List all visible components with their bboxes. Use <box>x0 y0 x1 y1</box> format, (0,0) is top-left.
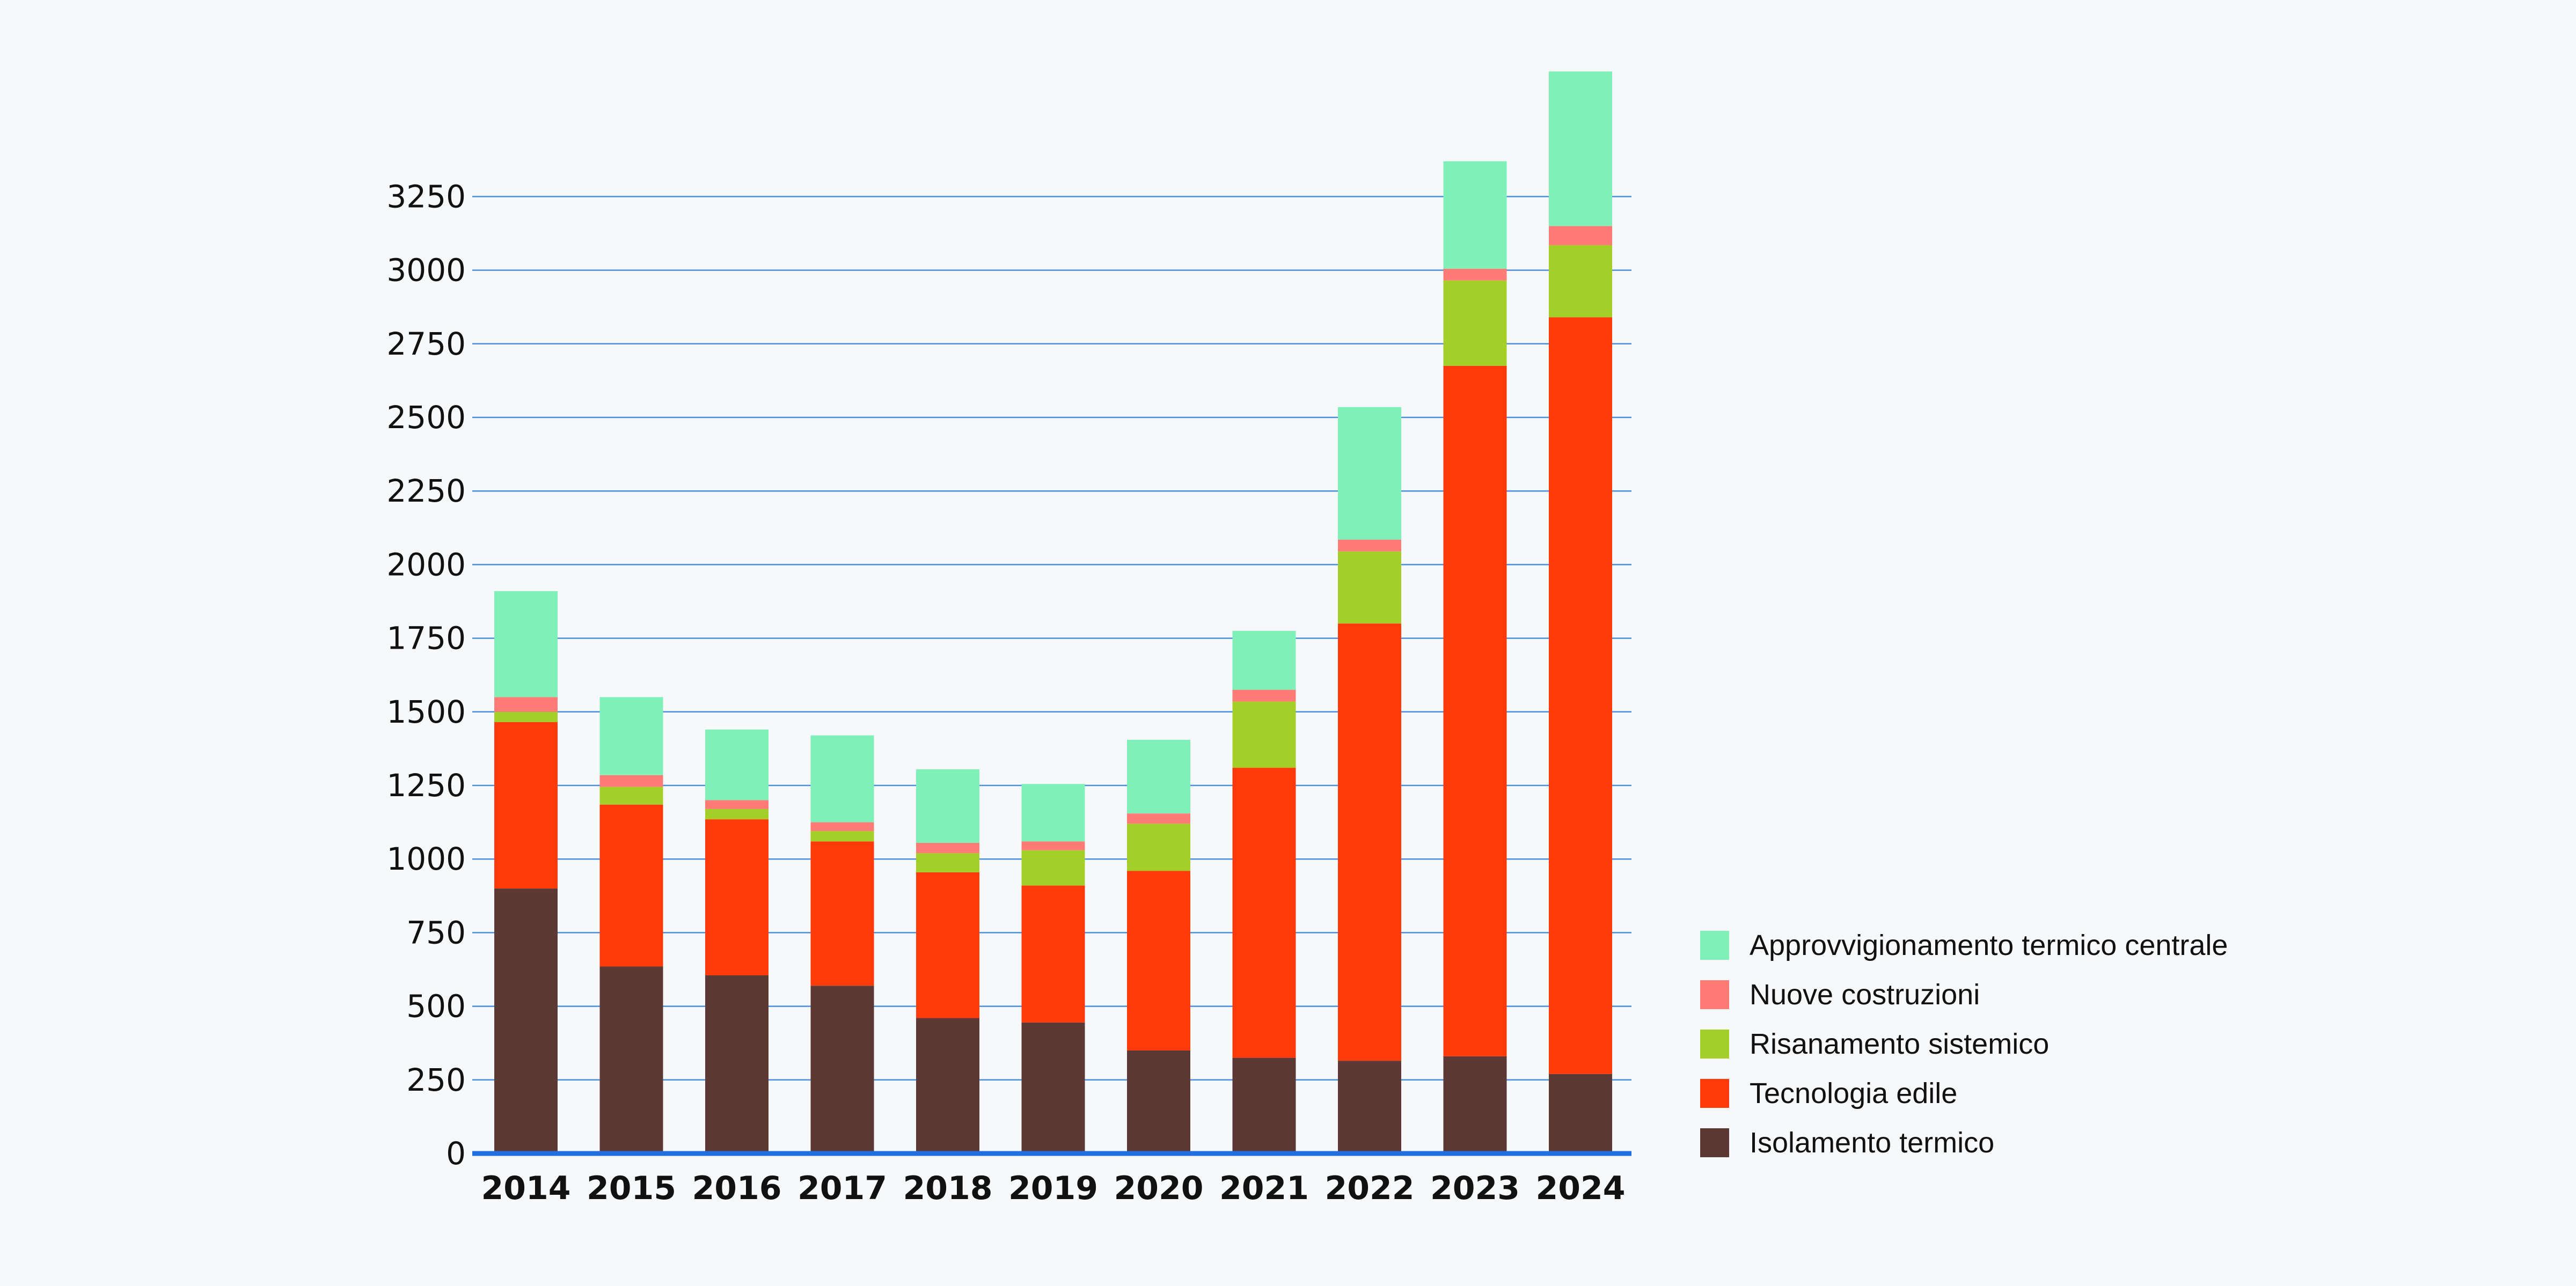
bar-segment <box>599 787 663 805</box>
bar-segment <box>916 843 979 854</box>
bar-segment <box>1232 768 1296 1058</box>
bar-segment <box>494 591 558 697</box>
bar-segment <box>1021 1022 1085 1153</box>
bar-segment <box>1443 268 1507 281</box>
bar-segment <box>494 711 558 723</box>
bar-segment <box>1021 784 1085 842</box>
bar-segment <box>1443 280 1507 366</box>
bar-segment <box>494 697 558 712</box>
x-tick-label: 2018 <box>903 1170 993 1207</box>
y-tick-label: 3250 <box>386 178 466 215</box>
bar-segment <box>1443 365 1507 1056</box>
x-tick-label: 2014 <box>481 1170 571 1207</box>
bar-segment <box>1127 813 1190 824</box>
bar-segment <box>1338 407 1401 540</box>
legend-swatch <box>1700 931 1729 960</box>
bar-segment <box>1232 1057 1296 1153</box>
legend-label: Risanamento sistemico <box>1750 1028 2049 1060</box>
bar-segment <box>916 853 979 872</box>
x-tick-label: 2024 <box>1536 1170 1626 1207</box>
x-tick-label: 2019 <box>1008 1170 1098 1207</box>
y-tick-label: 2250 <box>386 473 466 509</box>
bar-segment <box>810 822 874 832</box>
x-tick-label: 2017 <box>797 1170 887 1207</box>
bar-segment <box>1338 623 1401 1061</box>
bar-segment <box>705 800 769 809</box>
y-tick-label: 3000 <box>386 252 466 289</box>
legend-swatch <box>1700 980 1729 1009</box>
bar-segment <box>916 872 979 1018</box>
y-tick-label: 1250 <box>386 767 466 804</box>
bar-segment <box>1443 161 1507 269</box>
y-tick-label: 0 <box>446 1135 466 1172</box>
bar-segment <box>1443 1056 1507 1153</box>
bars <box>494 71 1612 1153</box>
y-tick-label: 2750 <box>386 326 466 362</box>
bar-segment <box>599 775 663 787</box>
bar-segment <box>705 975 769 1153</box>
bar-segment <box>1021 850 1085 886</box>
bar-segment <box>1338 1061 1401 1153</box>
legend-label: Approvvigionamento termico centrale <box>1750 929 2228 961</box>
bar-segment <box>1549 245 1612 318</box>
bar-segment <box>599 697 663 775</box>
y-axis-ticks: 0 250 500 750 1000 1250 1500 1750 2000 2250 2500 27… <box>386 178 466 1172</box>
bar-segment <box>916 769 979 843</box>
bar-segment <box>1549 226 1612 245</box>
bar-segment <box>810 841 874 986</box>
y-tick-label: 2000 <box>386 546 466 583</box>
bar-segment <box>599 966 663 1153</box>
x-tick-label: 2023 <box>1430 1170 1520 1207</box>
x-tick-label: 2022 <box>1325 1170 1415 1207</box>
y-tick-label: 250 <box>406 1062 466 1098</box>
x-axis-ticks: 2014 2015 2016 2017 2018 2019 2020 2021 2022 2023… <box>481 1170 1626 1207</box>
legend-swatch <box>1700 1079 1729 1108</box>
bar-segment <box>705 809 769 820</box>
x-tick-label: 2020 <box>1114 1170 1204 1207</box>
bar-segment <box>810 986 874 1153</box>
x-tick-label: 2021 <box>1219 1170 1309 1207</box>
bar-segment <box>705 819 769 975</box>
bar-segment <box>1338 551 1401 624</box>
y-tick-label: 1500 <box>386 694 466 730</box>
bar-segment <box>1549 1074 1612 1153</box>
y-tick-label: 2500 <box>386 399 466 436</box>
bar-segment <box>1232 701 1296 768</box>
bar-segment <box>916 1018 979 1153</box>
y-tick-label: 1750 <box>386 620 466 657</box>
legend-swatch <box>1700 1030 1729 1059</box>
bar-segment <box>1338 539 1401 552</box>
bar-segment <box>494 888 558 1153</box>
bar-segment <box>1127 739 1190 814</box>
y-tick-label: 750 <box>406 914 466 951</box>
bar-segment <box>1021 841 1085 850</box>
legend-label: Isolamento termico <box>1750 1127 1994 1159</box>
bar-segment <box>810 831 874 842</box>
bar-segment <box>1232 689 1296 702</box>
legend-label: Tecnologia edile <box>1750 1077 1957 1109</box>
legend-swatch <box>1700 1128 1729 1157</box>
bar-segment <box>1232 630 1296 690</box>
bar-segment <box>1549 71 1612 226</box>
bar-segment <box>599 804 663 967</box>
x-tick-label: 2016 <box>692 1170 782 1207</box>
bar-segment <box>705 729 769 800</box>
bar-segment <box>810 735 874 822</box>
bar-segment <box>1021 885 1085 1023</box>
x-tick-label: 2015 <box>587 1170 676 1207</box>
legend-label: Nuove costruzioni <box>1750 979 1980 1011</box>
bar-segment <box>1127 824 1190 871</box>
bar-segment <box>1549 317 1612 1074</box>
legend: Approvvigionamento termico centrale Nuove… <box>1700 929 2228 1159</box>
y-tick-label: 1000 <box>386 841 466 877</box>
y-tick-label: 500 <box>406 988 466 1025</box>
bar-segment <box>1127 871 1190 1050</box>
bar-segment <box>1127 1050 1190 1153</box>
bar-segment <box>494 722 558 889</box>
